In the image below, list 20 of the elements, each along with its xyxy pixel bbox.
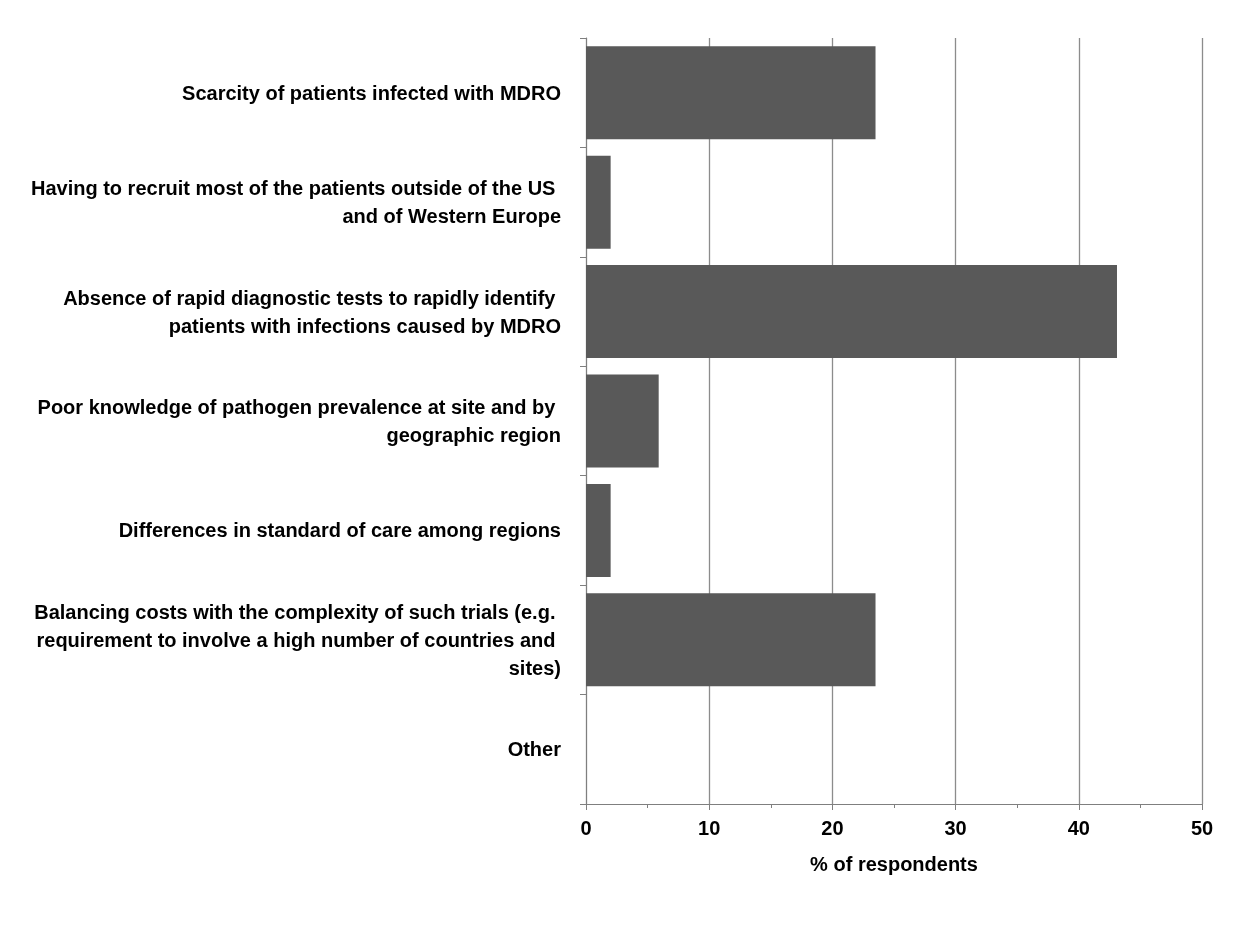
bar — [586, 483, 611, 577]
x-axis-title: % of respondents — [810, 853, 978, 875]
x-tick-label: 0 — [580, 817, 592, 839]
y-tick-label: Poor knowledge of pathogen prevalence at site and by geographic region — [37, 396, 561, 446]
y-tick-label: Scarcity of patients infected with MDRO — [182, 81, 561, 104]
x-tick-label: 10 — [698, 817, 721, 839]
x-tick-label: 20 — [821, 817, 844, 839]
y-tick-label: Balancing costs with the complexity of such trials (e.g. requirement to involve a high number of countries and sites) — [34, 600, 561, 679]
x-tick-label: 50 — [1190, 817, 1214, 839]
bar — [586, 374, 659, 468]
y-tick-label: Differences in standard of care among regions — [118, 519, 561, 542]
y-tick-label: Other — [507, 738, 562, 761]
y-tick-label: Absence of rapid diagnostic tests to rapidly identify patients with infections caused by MDRO — [63, 286, 561, 337]
y-tick-label: Having to recruit most of the patients outside of the US and of Western Europe — [30, 177, 561, 228]
bar — [586, 46, 876, 140]
bar — [586, 593, 876, 687]
x-tick-label: 30 — [944, 817, 967, 839]
bar — [586, 155, 611, 249]
bar — [586, 265, 1117, 359]
x-tick-label: 40 — [1067, 817, 1090, 839]
